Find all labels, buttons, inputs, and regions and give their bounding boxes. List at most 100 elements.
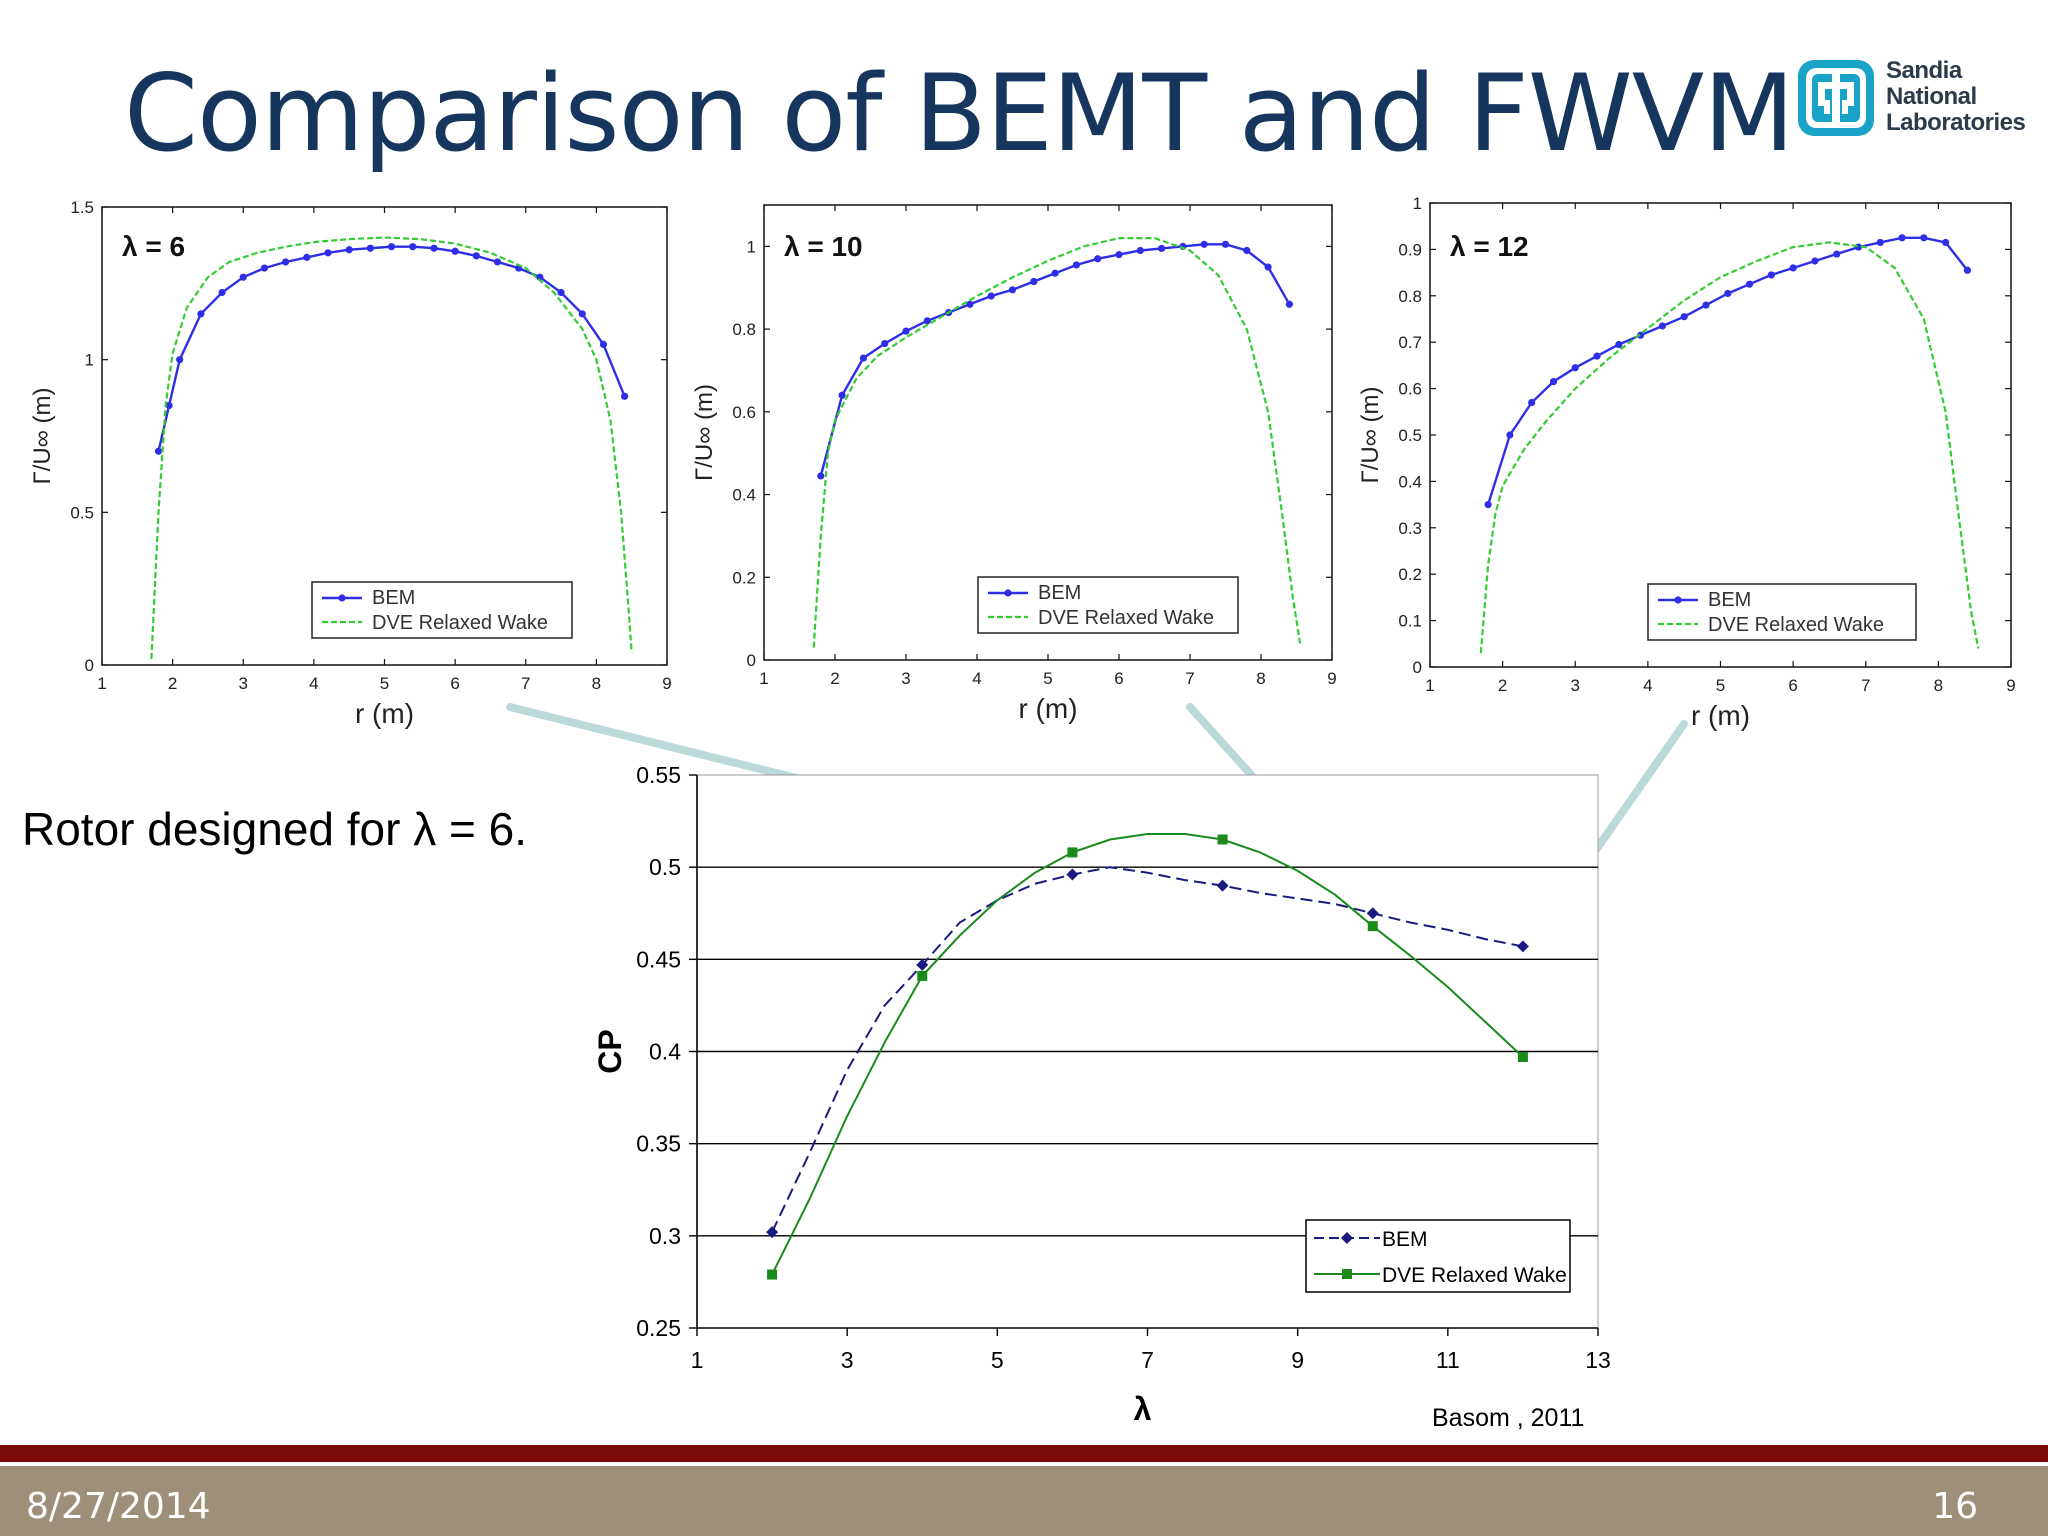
bem-data-point [1158, 244, 1166, 253]
x-axis-label: r (m) [355, 698, 414, 729]
footer-page-number: 16 [1932, 1486, 1978, 1527]
x-tick-label: 13 [1585, 1347, 1611, 1373]
y-tick-label: 0.2 [1398, 565, 1422, 584]
footer-date: 8/27/2014 [26, 1486, 211, 1527]
y-tick-label: 0.6 [732, 403, 756, 422]
x-tick-label: 3 [901, 669, 910, 688]
dve-series-line [1479, 241, 1980, 654]
legend-bem-marker [1341, 1232, 1353, 1244]
legend-dve-label: DVE Relaxed Wake [1708, 614, 1884, 636]
x-tick-label: 9 [1327, 669, 1336, 688]
x-tick-label: 3 [1571, 676, 1580, 695]
slide-title: Comparison of BEMT and FWVM [124, 52, 1795, 175]
circulation-chart-1: 1 2 3 4 5 6 7 8 9 0 0.5 1 1.5 r (m) Γ/U∞ (m) λ = 6 BEM DV… [29, 198, 672, 729]
y-tick-label: 0.5 [1398, 426, 1422, 445]
bem-data-point [1243, 246, 1251, 255]
bem-data-point [387, 243, 396, 251]
y-axis-label: CP [592, 1029, 628, 1073]
y-tick-label: 0.8 [1398, 287, 1422, 306]
x-tick-label: 7 [521, 674, 530, 693]
x-tick-label: 1 [759, 669, 768, 688]
bem-data-point [838, 391, 846, 399]
x-tick-label: 4 [309, 674, 318, 693]
logo-line: Laboratories [1886, 109, 2026, 136]
dve-data-point [767, 1269, 778, 1280]
y-tick-label: 0.9 [1398, 240, 1422, 259]
legend-bem-label: BEM [1038, 582, 1081, 604]
bem-data-point [1745, 280, 1754, 288]
bem-data-point [472, 252, 480, 260]
y-tick-label: 0.6 [1398, 380, 1422, 399]
x-tick-label: 9 [662, 674, 671, 693]
bem-data-point [430, 244, 438, 252]
legend-bem-marker [1004, 589, 1012, 597]
bem-data-point [165, 401, 173, 410]
bem-data-point [1528, 398, 1536, 407]
bem-data-point [1072, 261, 1080, 269]
bem-data-point [1876, 238, 1884, 247]
x-tick-label: 4 [1643, 676, 1652, 695]
bem-data-point [881, 339, 889, 348]
bem-data-point [1789, 264, 1797, 272]
y-tick-label: 0.35 [636, 1131, 681, 1157]
x-tick-label: 5 [991, 1347, 1004, 1373]
bem-data-point [197, 310, 205, 318]
cp-chart-legend: BEM DVE Relaxed Wake [1305, 1219, 1571, 1293]
bem-data-point [916, 958, 929, 971]
y-axis-label: Γ/U∞ (m) [691, 384, 718, 481]
bem-data-point [923, 317, 931, 325]
x-tick-label: 6 [1114, 669, 1123, 688]
bem-data-point [902, 327, 910, 335]
y-tick-label: 0 [1413, 658, 1422, 677]
x-tick-label: 8 [592, 674, 601, 693]
y-tick-label: 1.5 [70, 198, 94, 217]
bem-data-point [578, 310, 586, 318]
x-axis-label: λ [1134, 1391, 1152, 1427]
y-tick-label: 0.4 [732, 486, 756, 505]
sandia-logo: Sandia National Laboratories [1796, 58, 2026, 144]
x-tick-label: 7 [1185, 669, 1194, 688]
panel-title: λ = 6 [122, 231, 185, 262]
bem-data-point [1658, 322, 1666, 330]
circulation-chart-3: 1 2 3 4 5 6 7 8 9 0 0.1 0.2 0.3 0.4 0.5 0.6 0.7 0.8 0.9 1 r … [1357, 194, 2016, 731]
y-tick-label: 0 [747, 651, 756, 670]
bem-data-point [1484, 501, 1492, 509]
legend-dve-marker [1342, 1269, 1352, 1279]
rotor-design-note: Rotor designed for λ = 6. [22, 803, 528, 855]
x-tick-label: 5 [1043, 669, 1052, 688]
bem-data-point [1066, 868, 1079, 881]
x-tick-label: 9 [2006, 676, 2015, 695]
bem-data-point [366, 244, 374, 252]
chart-legend: BEM DVE Relaxed Wake [1647, 583, 1917, 641]
x-tick-label: 1 [691, 1347, 704, 1373]
x-tick-label: 8 [1934, 676, 1943, 695]
x-tick-label: 9 [1291, 1347, 1304, 1373]
x-tick-label: 1 [97, 674, 106, 693]
bem-data-point [1724, 289, 1732, 298]
panel-title: λ = 12 [1450, 231, 1529, 262]
y-tick-label: 0 [85, 656, 94, 675]
bem-data-point [303, 253, 311, 261]
bem-data-point [1571, 364, 1579, 372]
y-tick-label: 0.5 [70, 503, 94, 522]
bem-data-point [409, 243, 417, 251]
y-tick-label: 0.8 [732, 320, 756, 339]
legend-bem-label: BEM [1708, 589, 1751, 611]
bem-data-point [599, 340, 608, 348]
chart-legend: BEM DVE Relaxed Wake [977, 576, 1239, 634]
x-tick-label: 3 [841, 1347, 854, 1373]
y-tick-label: 0.45 [636, 946, 681, 972]
bem-data-point [1833, 250, 1841, 258]
legend-bem-label: BEM [1382, 1228, 1428, 1251]
bem-data-point [987, 292, 995, 300]
x-tick-label: 6 [1788, 676, 1797, 695]
bem-data-point [766, 1226, 779, 1239]
x-tick-label: 2 [1498, 676, 1507, 695]
bem-data-point [817, 472, 825, 480]
x-tick-label: 11 [1436, 1347, 1460, 1373]
bem-data-point [536, 273, 544, 281]
bem-data-point [1264, 263, 1272, 271]
bem-data-point [1051, 269, 1059, 277]
chart-legend: BEM DVE Relaxed Wake [311, 581, 573, 639]
cp-lambda-chart: 0.250.30.350.40.450.50.551 3 5 7 9 11 13λCPBEM… [592, 762, 1611, 1427]
